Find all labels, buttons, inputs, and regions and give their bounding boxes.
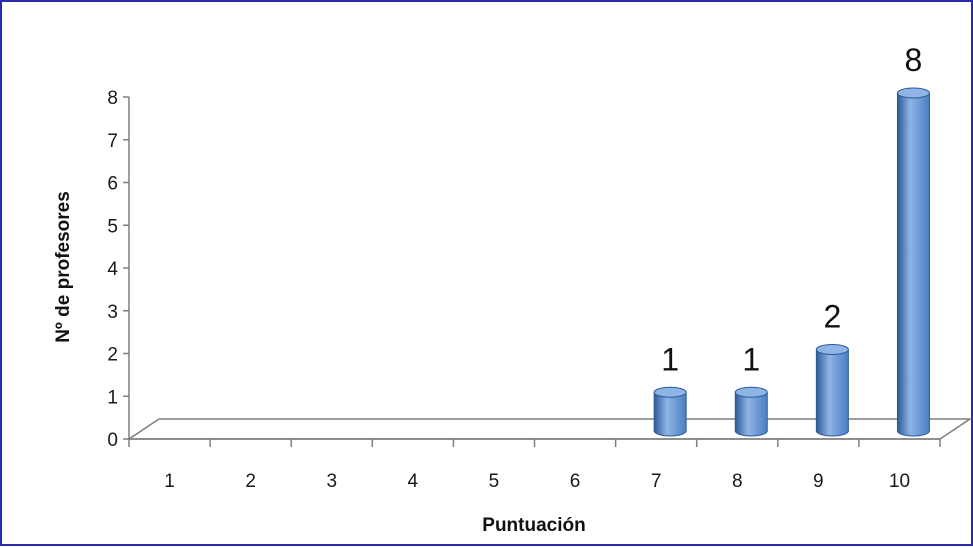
bar xyxy=(653,386,687,437)
y-axis-title: Nº de profesores xyxy=(53,191,74,343)
y-tick-label: 6 xyxy=(107,174,118,195)
bar xyxy=(734,386,768,437)
chart-axes: 0 1 2 3 4 5 6 7 8 1 2 3 4 5 6 7 8 9 10 xyxy=(107,88,941,492)
y-tick-label: 3 xyxy=(107,302,118,323)
data-label: 8 xyxy=(905,42,923,78)
data-label: 2 xyxy=(823,299,841,335)
bar-body xyxy=(815,349,849,437)
bar-top xyxy=(815,344,849,355)
x-tick-label: 10 xyxy=(889,471,910,492)
y-tick-label: 5 xyxy=(107,216,118,237)
bar-top xyxy=(734,386,768,398)
bar-body xyxy=(734,391,768,437)
x-tick-label: 9 xyxy=(813,471,824,492)
chart-bars xyxy=(653,87,930,437)
bar xyxy=(896,87,930,437)
y-tick-label: 7 xyxy=(107,131,118,152)
x-tick-label: 5 xyxy=(489,471,500,492)
bar xyxy=(815,344,849,437)
y-tick-label: 4 xyxy=(107,259,118,280)
data-label: 1 xyxy=(742,341,760,377)
x-tick-label: 3 xyxy=(326,471,337,492)
x-tick-label: 4 xyxy=(408,471,419,492)
chart-data-labels: 1 1 2 8 xyxy=(661,42,922,377)
y-tick-label: 8 xyxy=(107,88,118,109)
y-tick-label: 0 xyxy=(107,430,118,451)
bar-top xyxy=(896,87,930,99)
x-tick-label: 8 xyxy=(732,471,743,492)
x-tick-label: 6 xyxy=(570,471,581,492)
x-tick-label: 1 xyxy=(164,471,175,492)
bar-body xyxy=(653,391,687,437)
data-label: 1 xyxy=(661,341,679,377)
bar-body xyxy=(896,92,930,437)
y-tick-label: 1 xyxy=(107,387,118,408)
x-axis-title: Puntuación xyxy=(482,515,585,536)
y-tick-label: 2 xyxy=(107,345,118,366)
x-tick-label: 7 xyxy=(651,471,662,492)
x-tick-label: 2 xyxy=(245,471,256,492)
bar-top xyxy=(653,386,687,398)
